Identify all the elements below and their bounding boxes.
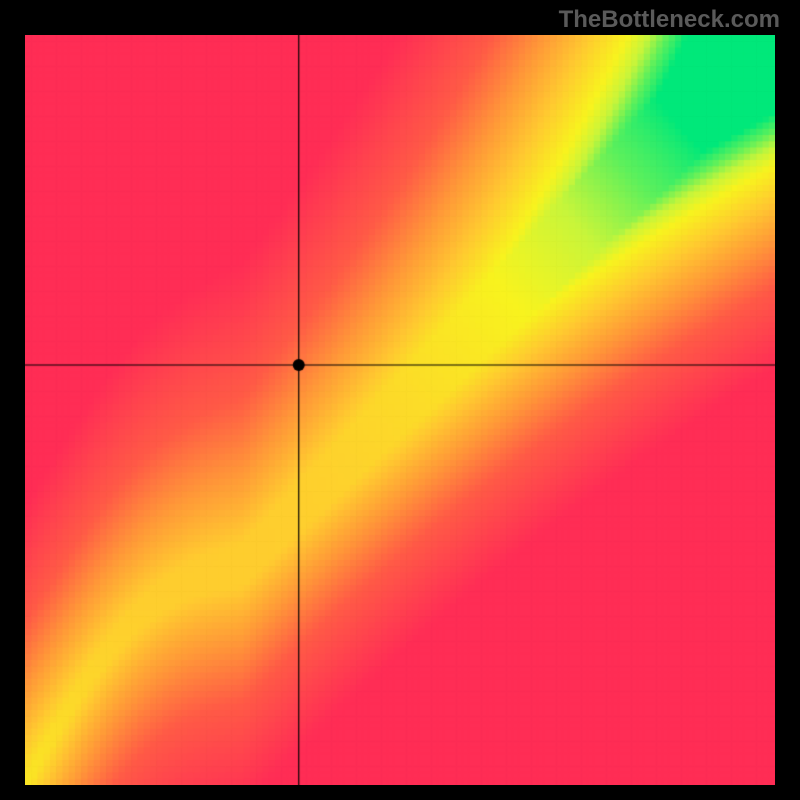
chart-container: TheBottleneck.com <box>0 0 800 800</box>
watermark-text: TheBottleneck.com <box>559 6 780 34</box>
bottleneck-heatmap <box>25 35 775 785</box>
